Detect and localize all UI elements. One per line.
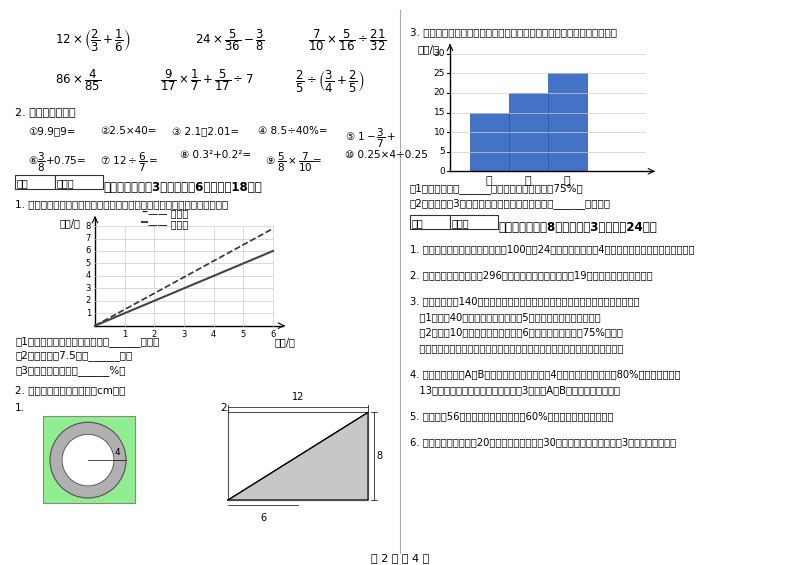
- Text: 5: 5: [86, 259, 91, 268]
- Circle shape: [50, 422, 126, 498]
- Text: 0: 0: [439, 167, 445, 176]
- Text: （2）先由甲做3天，剩下的工程由丙接着做，还要______天完成。: （2）先由甲做3天，剩下的工程由丙接着做，还要______天完成。: [410, 198, 611, 209]
- Text: 天数/天: 天数/天: [418, 44, 440, 54]
- Text: ③ 2.1－2.01=: ③ 2.1－2.01=: [172, 127, 239, 137]
- Text: （1）限坐40人的大客车，每人票价5元，如满坐票价可打八折；: （1）限坐40人的大客车，每人票价5元，如满坐票价可打八折；: [410, 312, 601, 321]
- Text: 6: 6: [86, 246, 91, 255]
- Text: 12: 12: [292, 392, 304, 402]
- Bar: [547, 73, 586, 171]
- Bar: [509, 93, 547, 171]
- Text: $\dfrac{9}{17}\times\dfrac{1}{7}+\dfrac{5}{17}\div7$: $\dfrac{9}{17}\times\dfrac{1}{7}+\dfrac{…: [160, 68, 254, 93]
- Text: 丙: 丙: [564, 176, 570, 186]
- Text: 20: 20: [434, 89, 445, 97]
- Text: （3）这种彩带降价了______%。: （3）这种彩带降价了______%。: [15, 366, 126, 376]
- Text: 8: 8: [376, 451, 382, 461]
- Text: 长度/米: 长度/米: [275, 338, 296, 347]
- Bar: [450, 215, 498, 229]
- Text: $24\times\dfrac{5}{36}-\dfrac{3}{8}$: $24\times\dfrac{5}{36}-\dfrac{3}{8}$: [195, 27, 265, 53]
- Circle shape: [62, 434, 114, 486]
- Text: ⑤ $1-\dfrac{3}{7}+$: ⑤ $1-\dfrac{3}{7}+$: [345, 127, 397, 150]
- Text: 1. 工程队挖一条水渠，计划每天挖100米，24天完成，实际提前4天完成，实际平均每天挖多少米？: 1. 工程队挖一条水渠，计划每天挖100米，24天完成，实际提前4天完成，实际平…: [410, 244, 694, 254]
- Text: 6. 一项工程，甲单独做20天完成，乙单独做用30天完成，甲、乙两队合做3天后，余下的由乙: 6. 一项工程，甲单独做20天完成，乙单独做用30天完成，甲、乙两队合做3天后，…: [410, 437, 676, 447]
- Text: 3. 某校六年级有140名师生去参观自然博物馆。某运输公司有两种车辆可供选择：: 3. 某校六年级有140名师生去参观自然博物馆。某运输公司有两种车辆可供选择：: [410, 296, 639, 306]
- Text: 5: 5: [241, 329, 246, 338]
- Text: —— 降价前: —— 降价前: [148, 208, 188, 218]
- Text: ⑥$\dfrac{3}{8}$+0.75=: ⑥$\dfrac{3}{8}$+0.75=: [28, 150, 86, 173]
- Text: 7: 7: [86, 234, 91, 243]
- Text: ⑩ 0.25×4÷0.25: ⑩ 0.25×4÷0.25: [345, 150, 428, 160]
- Text: 6: 6: [270, 329, 276, 338]
- Text: $\dfrac{2}{5}\div\left(\dfrac{3}{4}+\dfrac{2}{5}\right)$: $\dfrac{2}{5}\div\left(\dfrac{3}{4}+\dfr…: [295, 68, 365, 94]
- Text: 3: 3: [182, 329, 186, 338]
- Bar: [470, 112, 509, 171]
- Text: （1）甲、乙合作______天可以完成这项工程的75%。: （1）甲、乙合作______天可以完成这项工程的75%。: [410, 183, 584, 194]
- Text: 4: 4: [211, 329, 216, 338]
- Text: （2）降价前买7.5米需______元。: （2）降价前买7.5米需______元。: [15, 350, 132, 362]
- Text: $\dfrac{7}{10}\times\dfrac{5}{16}\div\dfrac{21}{32}$: $\dfrac{7}{10}\times\dfrac{5}{16}\div\df…: [308, 27, 386, 53]
- Text: 2. 实验小学六年级有学生296人，比五年级的学生人数少19，五年级有学生多少人？: 2. 实验小学六年级有学生296人，比五年级的学生人数少19，五年级有学生多少人…: [410, 270, 653, 280]
- Text: 6: 6: [260, 513, 266, 523]
- Text: ⑦ $12\div\dfrac{6}{7}=$: ⑦ $12\div\dfrac{6}{7}=$: [100, 150, 158, 173]
- Text: ⑨ $\dfrac{5}{8}\times\dfrac{7}{10}$=: ⑨ $\dfrac{5}{8}\times\dfrac{7}{10}$=: [265, 150, 322, 173]
- Text: 4. 甲乙两车分别从A、B两城同时相对开出，经过4小时，甲车行了全程的80%，乙车超过中点: 4. 甲乙两车分别从A、B两城同时相对开出，经过4小时，甲车行了全程的80%，乙…: [410, 370, 681, 380]
- Bar: [228, 412, 368, 500]
- Text: （1）降价前后，长度与总价都成______比例。: （1）降价前后，长度与总价都成______比例。: [15, 336, 159, 346]
- Text: $12\times\left(\dfrac{2}{3}+\dfrac{1}{6}\right)$: $12\times\left(\dfrac{2}{3}+\dfrac{1}{6}…: [55, 27, 130, 53]
- Text: 8: 8: [86, 221, 91, 231]
- Text: 2: 2: [152, 329, 157, 338]
- Text: 五、综合题（共3小题，每题6分，共计18分）: 五、综合题（共3小题，每题6分，共计18分）: [103, 181, 262, 194]
- Bar: [15, 175, 55, 189]
- Text: 5: 5: [439, 147, 445, 156]
- Text: —— 降价后: —— 降价后: [148, 219, 188, 229]
- Text: 30: 30: [434, 49, 445, 58]
- Text: 总价/元: 总价/元: [60, 218, 81, 228]
- Text: 4: 4: [86, 271, 91, 280]
- Text: 评卷人: 评卷人: [452, 218, 470, 228]
- Text: ①9.9＋9=: ①9.9＋9=: [28, 127, 75, 137]
- Text: ⑧ 0.3²+0.2²=: ⑧ 0.3²+0.2²=: [180, 150, 251, 160]
- Text: 得分: 得分: [17, 179, 29, 188]
- Text: 甲: 甲: [486, 176, 492, 186]
- Text: ②2.5×40=: ②2.5×40=: [100, 127, 157, 137]
- Text: 乙: 乙: [525, 176, 531, 186]
- Text: 2. 直接写出得数。: 2. 直接写出得数。: [15, 107, 76, 116]
- Text: 六、应用题（共8小题，每题3分，共计24分）: 六、应用题（共8小题，每题3分，共计24分）: [498, 221, 657, 234]
- Text: 2. 求阴影部分面积（单位：cm）。: 2. 求阴影部分面积（单位：cm）。: [15, 385, 126, 396]
- Text: 2: 2: [86, 296, 91, 305]
- Text: ④ 8.5÷40%=: ④ 8.5÷40%=: [258, 127, 328, 137]
- Text: 1: 1: [86, 308, 91, 318]
- Text: $86\times\dfrac{4}{85}$: $86\times\dfrac{4}{85}$: [55, 68, 102, 93]
- Bar: [410, 215, 450, 229]
- Text: 1: 1: [122, 329, 127, 338]
- Text: 得分: 得分: [412, 218, 424, 228]
- Text: 请你根据以上信息为六年级师生设计一种最省钱的租车方案，并算出总租金。: 请你根据以上信息为六年级师生设计一种最省钱的租车方案，并算出总租金。: [410, 344, 623, 354]
- Text: 第 2 页 共 4 页: 第 2 页 共 4 页: [371, 553, 429, 563]
- Text: 评卷人: 评卷人: [57, 179, 74, 188]
- Polygon shape: [228, 412, 368, 500]
- Bar: [43, 416, 135, 503]
- Text: 10: 10: [434, 128, 445, 137]
- Text: 25: 25: [434, 69, 445, 78]
- Text: 1.: 1.: [15, 403, 25, 414]
- Text: 5. 一套衣服56元，裤子的价钱是上衣的60%，上衣和裤子各多少元？: 5. 一套衣服56元，裤子的价钱是上衣的60%，上衣和裤子各多少元？: [410, 411, 614, 421]
- Text: 4: 4: [115, 448, 121, 457]
- Text: 15: 15: [434, 108, 445, 117]
- Text: （2）限坐10人的面包车，每人票价6元，如满坐票价可按75%优惠。: （2）限坐10人的面包车，每人票价6元，如满坐票价可按75%优惠。: [410, 328, 623, 338]
- Text: 3: 3: [86, 284, 91, 293]
- Text: 1. 图象表示一种彩带降价前后的长度与总价的关系。请根据图中信息填空。: 1. 图象表示一种彩带降价前后的长度与总价的关系。请根据图中信息填空。: [15, 199, 228, 209]
- Text: 3. 如图是甲、乙、丙三人单独完成某项工程所需天数统计图，看图填空：: 3. 如图是甲、乙、丙三人单独完成某项工程所需天数统计图，看图填空：: [410, 27, 617, 37]
- Text: 13千米，已知甲车比乙车每小时多行3千米，A、B两城相距多少千米？: 13千米，已知甲车比乙车每小时多行3千米，A、B两城相距多少千米？: [410, 385, 620, 396]
- Text: 2.: 2.: [220, 403, 230, 414]
- Bar: [55, 175, 103, 189]
